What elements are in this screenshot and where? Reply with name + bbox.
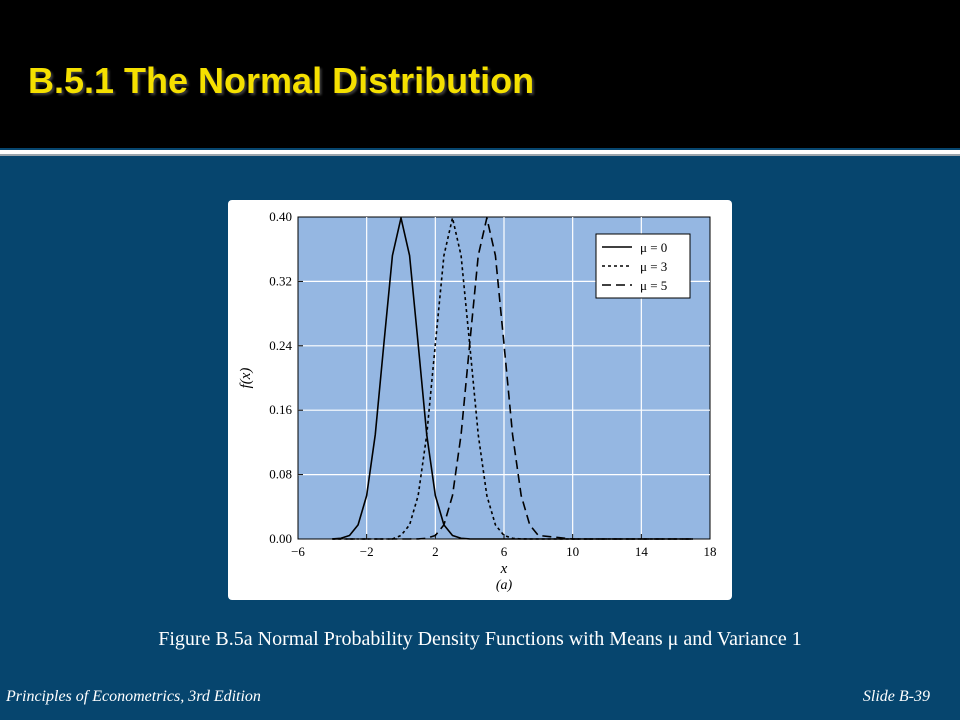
series-line-2 (332, 217, 693, 540)
x-tick-label: −6 (291, 544, 305, 559)
footer-book-title: Principles of Econometrics, 3rd Edition (6, 688, 261, 705)
series-line-3 (332, 217, 693, 540)
y-tick-label: 0.00 (269, 531, 292, 546)
normal-distribution-chart: −6 −2 2 6 10 14 18 0.00 0.08 0.16 0.24 0.32 0.40 μ =… (238, 209, 717, 593)
legend-box (595, 233, 691, 299)
title-divider-shadow (0, 154, 960, 156)
y-tick-label: 0.08 (269, 467, 292, 482)
axis-ticks: −6 −2 2 6 10 14 18 0.00 0.08 0.16 0.24 0.32 0.40 (269, 209, 716, 559)
x-tick-label: 2 (432, 544, 439, 559)
x-tick-label: 6 (501, 544, 508, 559)
y-tick-label: 0.32 (269, 273, 292, 288)
title-bar: B.5.1 The Normal Distribution (0, 0, 960, 148)
y-axis-label: f(x) (238, 368, 254, 389)
legend: μ = 0 μ = 3 μ = 5 (595, 233, 691, 299)
figure-panel: −6 −2 2 6 10 14 18 0.00 0.08 0.16 0.24 0.32 0.40 μ =… (228, 200, 732, 600)
x-tick-label: 10 (566, 544, 579, 559)
slide-title: B.5.1 The Normal Distribution (28, 60, 535, 101)
x-tick-label: −2 (360, 544, 374, 559)
series-lines (332, 217, 693, 540)
legend-label: μ = 3 (640, 259, 667, 274)
figure-caption: Figure B.5a Normal Probability Density F… (158, 628, 802, 650)
y-tick-label: 0.16 (269, 402, 292, 417)
legend-label: μ = 5 (640, 278, 667, 293)
x-tick-label: 14 (635, 544, 649, 559)
legend-label: μ = 0 (640, 240, 667, 255)
figure-sublabel: (a) (496, 578, 513, 593)
footer-slide-number: Slide B-39 (862, 688, 930, 705)
y-tick-label: 0.40 (269, 209, 292, 224)
x-tick-label: 18 (704, 544, 717, 559)
y-tick-label: 0.24 (269, 338, 292, 353)
x-axis-label: x (500, 561, 508, 577)
title-divider (0, 150, 960, 154)
